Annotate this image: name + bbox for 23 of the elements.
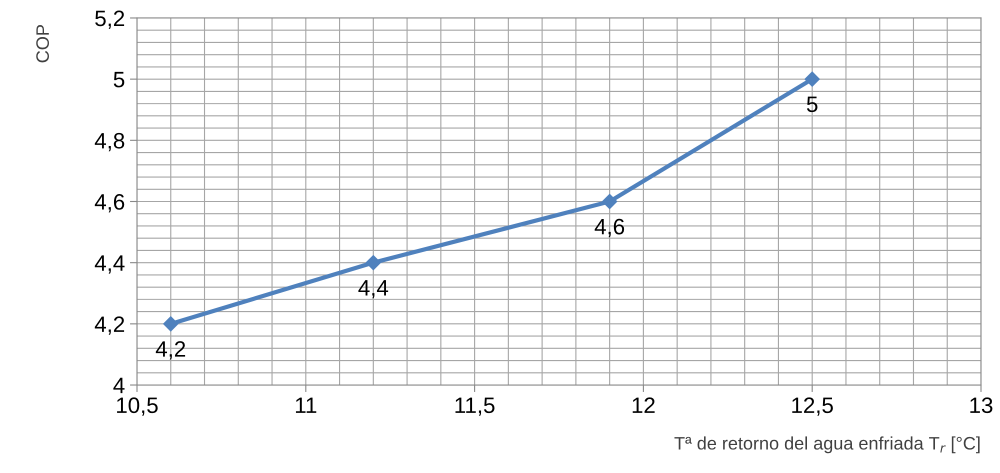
text: 5: [806, 96, 818, 112]
y-tick-label: 5: [114, 72, 124, 88]
x-tick-label: 11: [296, 398, 316, 413]
point: [366, 255, 381, 270]
text: 4,4: [358, 280, 388, 298]
y-tick-label: 4,6: [94, 194, 124, 212]
point: [163, 316, 178, 332]
x-tick-label: 13: [970, 397, 992, 414]
y-axis-title: COP: [36, 25, 50, 62]
text: 4,2: [156, 341, 186, 360]
x-tick-label: 11,5: [455, 398, 494, 416]
x-axis-title: Tª de retorno del agua enfriada T$_{r}$ [°C]: [674, 436, 980, 454]
y-tick-label: 4,8: [94, 132, 124, 152]
x-tick-label: 10,5: [117, 397, 158, 416]
y-tick-label: 4,4: [94, 255, 125, 274]
y-tick-label: 5,2: [95, 10, 124, 29]
x-tick-label: 12,5: [792, 397, 833, 416]
y-tick-label: 4,2: [94, 316, 124, 335]
y-tick-label: 4: [113, 378, 125, 394]
x-tick-label: 12: [632, 397, 655, 413]
point: [602, 194, 618, 210]
point: [804, 72, 820, 87]
text: 4,6: [594, 218, 624, 238]
